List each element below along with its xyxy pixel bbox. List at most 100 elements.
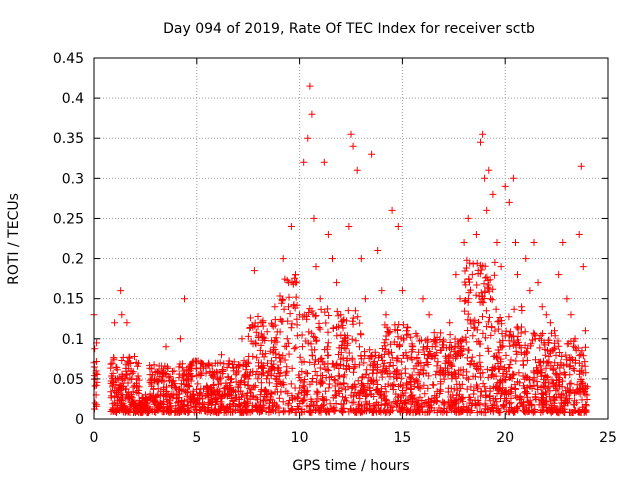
data-point [298,389,306,396]
data-point [485,281,493,289]
data-point [229,397,237,404]
data-point [298,331,306,339]
data-point [132,358,140,366]
data-point [392,390,400,398]
data-point [464,295,472,303]
data-point [227,392,235,400]
data-point-highlight [563,295,571,303]
data-point [430,338,438,346]
data-point [583,396,591,403]
data-point [209,368,217,376]
data-point [370,404,378,412]
data-point [316,380,324,388]
data-point [556,381,563,389]
data-point [424,351,432,359]
data-point [543,384,551,392]
data-point [138,409,146,416]
data-point [302,388,310,396]
data-point [193,385,200,393]
data-point [176,385,183,393]
data-point [340,379,348,387]
data-point [456,390,463,398]
data-point [339,321,347,329]
data-point [281,356,289,364]
data-point-highlight [440,367,447,375]
data-point [184,389,192,397]
data-point [505,313,513,321]
data-point [484,318,492,326]
data-point [207,395,215,403]
data-point [481,287,489,295]
data-point [574,344,582,352]
data-point-highlight [345,223,353,230]
data-point [343,355,351,363]
data-point [306,305,314,313]
data-point [290,345,298,353]
y-tick-label: 0.3 [62,171,84,187]
data-point [366,361,374,369]
data-point [417,336,425,344]
data-point [224,360,232,368]
data-point [404,330,412,338]
data-point-highlight [306,82,314,90]
data-point [251,319,259,327]
data-point [502,368,510,376]
data-point [344,339,352,347]
data-point [571,406,579,414]
data-point [452,391,460,399]
data-point [339,393,347,401]
data-point [507,356,515,364]
data-point-highlight [518,303,526,311]
data-point [400,336,408,344]
data-point [516,392,524,400]
data-point [201,407,209,415]
data-point-highlight [213,375,221,383]
data-point [452,354,460,362]
data-point [372,386,380,394]
data-point [316,325,324,333]
data-point [423,408,431,416]
data-point [521,408,529,416]
data-point-highlight [234,383,242,391]
x-tick-labels: 0 5 10 15 20 25 [90,430,617,446]
data-point [175,374,183,382]
data-point [486,393,493,400]
data-point [265,399,273,407]
data-point [197,391,205,399]
data-point-highlight [244,375,252,383]
data-point [276,292,284,300]
data-point [465,399,473,407]
data-point [285,293,293,301]
data-point [337,344,345,352]
data-point-highlight [333,279,341,287]
data-point [348,384,356,392]
data-point [554,337,562,345]
data-point [229,361,236,368]
data-point [326,380,334,388]
data-point [357,352,365,360]
data-point [424,343,432,350]
data-point [360,359,368,367]
data-point-highlight [283,335,291,343]
data-point [381,321,389,329]
data-point-highlight [483,206,491,214]
data-point [520,401,527,409]
data-point-highlight [526,287,534,295]
data-point [258,364,265,371]
data-point [427,398,435,406]
data-point-highlight [534,279,542,287]
data-point [304,370,311,378]
data-point [285,279,293,287]
data-point [333,307,341,315]
data-point [451,342,459,350]
data-point [414,360,422,368]
data-point [523,374,531,382]
data-point [337,355,345,363]
data-point [559,377,566,385]
data-point [434,358,442,366]
data-point [239,390,247,398]
data-point [432,336,439,344]
data-point [259,401,267,409]
data-point [131,353,138,360]
data-point [308,351,316,359]
